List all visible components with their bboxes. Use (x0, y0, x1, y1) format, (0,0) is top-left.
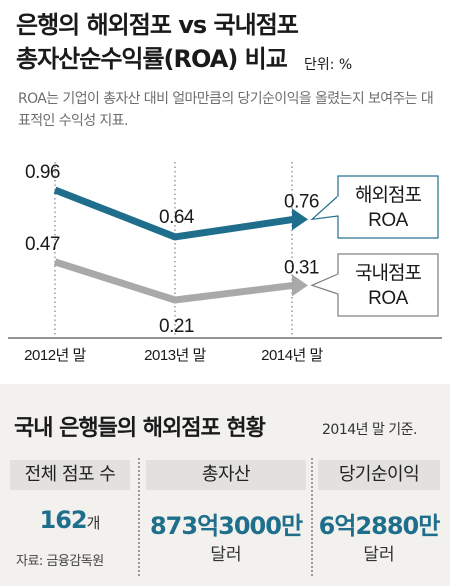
legend-label: 국내점포 (355, 262, 421, 284)
chart-panel: 은행의 해외점포 vs 국내점포 총자산순수익률(ROA) 비교 단위: % R… (8, 8, 442, 364)
chart-value-labels: 0.96 0.64 0.76 0.47 0.21 0.31 (25, 162, 319, 337)
series-line (53, 186, 295, 241)
legend-joint (337, 196, 340, 216)
legend-label: ROA (368, 288, 409, 309)
legend-box (337, 253, 439, 317)
column-divider (311, 458, 313, 576)
chart-title: 은행의 해외점포 vs 국내점포 총자산순수익률(ROA) 비교 (16, 8, 299, 76)
chart-title-line2: 총자산순수익률(ROA) 비교 (16, 45, 288, 73)
legend-label: ROA (368, 210, 409, 231)
data-label: 0.76 (284, 191, 319, 212)
chart-x-axis: 2012년 말 2013년 말 2014년 말 (8, 337, 442, 364)
assets-unit: 달러 (210, 545, 242, 565)
series-arrowhead (292, 274, 308, 297)
chart-title-line1: 은행의 해외점포 vs 국내점포 (16, 11, 299, 39)
stat-header-income: 당기순이익 (318, 460, 440, 490)
legend-box (337, 175, 439, 239)
chart-gridlines (54, 162, 293, 338)
data-label: 0.31 (284, 257, 319, 278)
legend-label: 해외점포 (355, 184, 421, 206)
income-unit: 달러 (363, 545, 395, 565)
source-note: 자료: 금융감독원 (16, 554, 104, 569)
line-chart: 0.960.640.760.470.210.31 해외점포ROA국내점포ROA … (8, 162, 442, 364)
data-label: 0.47 (25, 234, 60, 255)
stat-header-stores: 전체 점포 수 (10, 460, 130, 490)
stores-number: 162 (39, 506, 88, 534)
stat-value-stores: 162개 (10, 506, 130, 534)
chart-subtitle: ROA는 기업이 총자산 대비 얼마만큼의 당기순이익을 올렸는지 보여주는 대… (18, 91, 434, 129)
stat-value-income: 6억2880만 (318, 512, 441, 540)
data-label: 0.96 (25, 162, 60, 183)
data-label: 0.21 (159, 316, 194, 337)
column-divider (138, 458, 140, 576)
chart-legend: 해외점포 ROA 국내점포 ROA (310, 175, 439, 317)
x-tick-label: 2014년 말 (261, 347, 323, 364)
stats-note: 2014년 말 기준. (322, 422, 418, 438)
data-label: 0.64 (159, 207, 195, 228)
chart-series-lines (53, 186, 308, 304)
x-tick-label: 2013년 말 (144, 347, 206, 364)
x-tick-label: 2012년 말 (24, 347, 86, 364)
unit-label: 단위: % (304, 57, 353, 73)
series-line (53, 258, 295, 304)
series-arrowhead (292, 208, 308, 231)
stats-title: 국내 은행들의 해외점포 현황 (14, 416, 266, 441)
stat-header-assets: 총자산 (146, 460, 306, 490)
legend-joint (337, 274, 340, 294)
stat-value-assets: 873억3000만 (149, 512, 303, 540)
stores-unit: 개 (86, 514, 101, 532)
